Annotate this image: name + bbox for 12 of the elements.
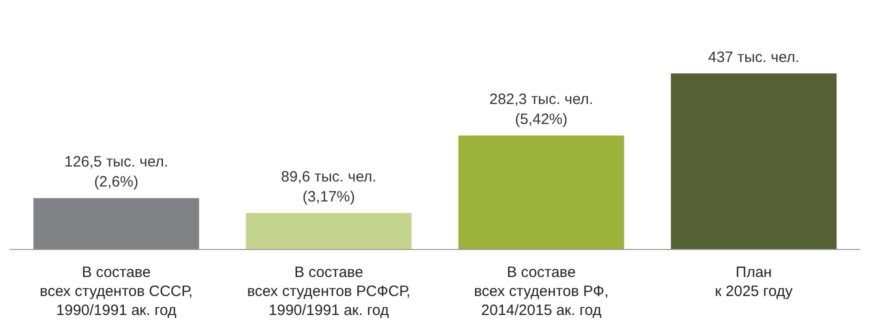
data-label: 126,5 тыс. чел. (2,6%): [64, 154, 168, 191]
data-label: 282,3 тыс. чел. (5,42%): [489, 91, 594, 128]
x-tick-label: В составе всех студентов РФ, 2014/2015 ак. год: [474, 264, 608, 319]
bar: [458, 136, 624, 249]
x-tick-label: В составе всех студентов РСФСР, 1990/1991 ак. год: [247, 264, 410, 319]
data-label: 437 тыс. чел.: [708, 48, 800, 66]
bar: [670, 73, 837, 249]
x-tick-label: План к 2025 году: [714, 264, 794, 300]
bar: [246, 212, 412, 249]
x-tick-label: В составе всех студентов СССР, 1990/1991 ак. год: [40, 264, 193, 319]
bar: [33, 198, 200, 249]
data-label: 89,6 тыс. чел. (3,17%): [281, 168, 376, 206]
